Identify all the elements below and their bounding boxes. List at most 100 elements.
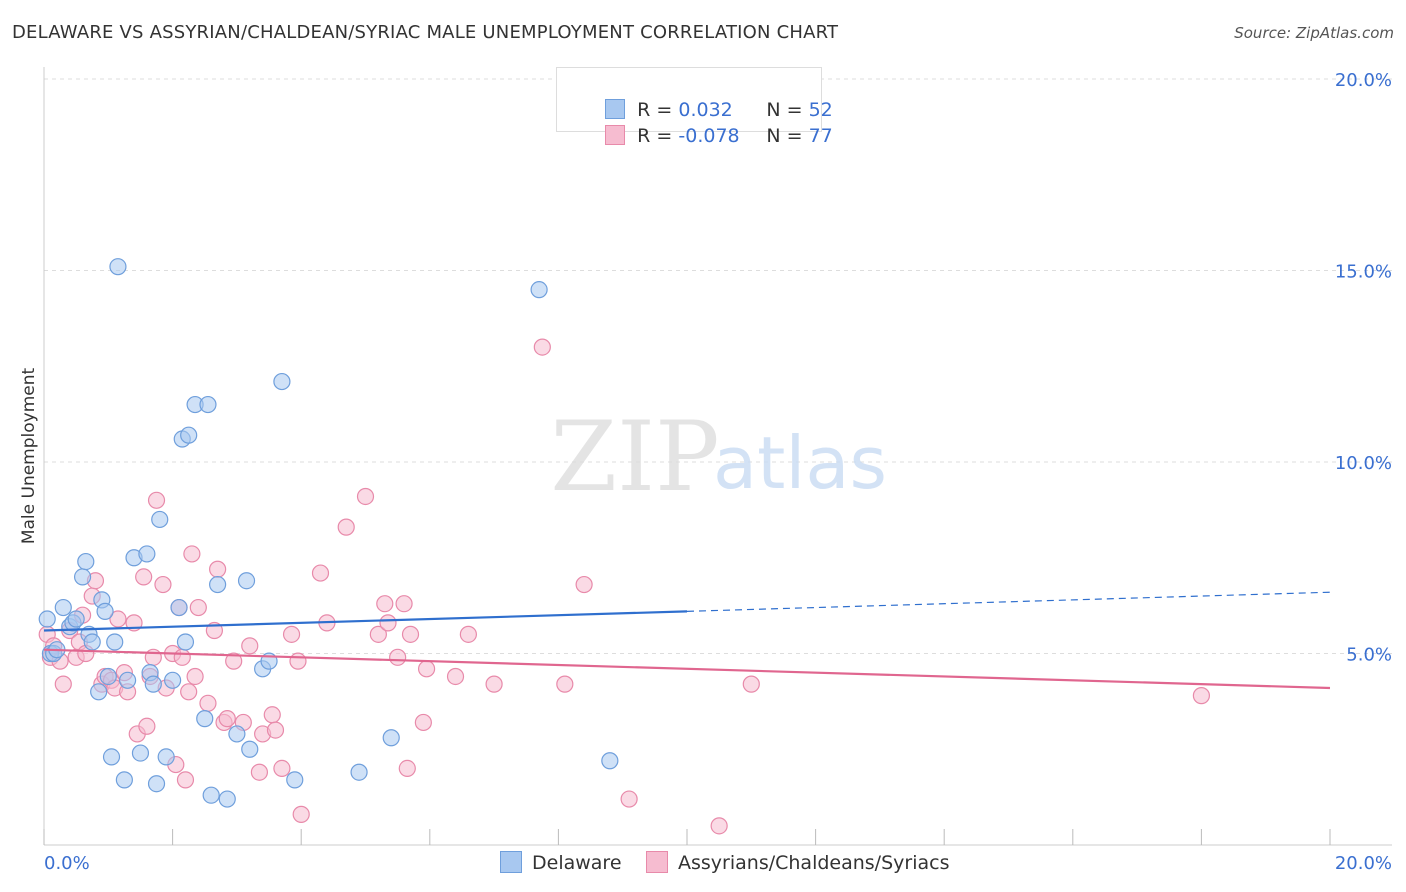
legend-swatch-blue: [500, 851, 522, 873]
data-point: [556, 675, 574, 693]
data-point: [54, 598, 72, 617]
data-point: [38, 610, 56, 628]
data-point: [102, 748, 121, 766]
data-point: [382, 729, 400, 747]
data-point: [356, 487, 375, 506]
data-point: [376, 595, 394, 613]
data-point: [144, 675, 162, 693]
data-point: [389, 648, 407, 666]
data-point: [118, 671, 137, 689]
data-point: [138, 545, 156, 563]
data-point: [90, 683, 108, 701]
data-point: [601, 752, 619, 770]
x-tick-label: 0.0%: [44, 853, 90, 874]
source-label: Source: ZipAtlas.com: [1234, 24, 1394, 42]
data-point: [350, 763, 368, 781]
grid-lines: [44, 78, 1392, 654]
legend-row-assyrians: R = -0.078 N = 77: [581, 103, 833, 147]
x-tick-label: 20.0%: [1335, 853, 1392, 874]
data-point: [109, 610, 127, 628]
data-point: [99, 667, 117, 686]
data-point: [446, 667, 465, 686]
data-point: [530, 281, 548, 299]
legend-swatch-pink: [646, 851, 668, 873]
legend-n-label: N =: [766, 125, 809, 147]
tick-labels: 5.0% 10.0% 15.0% 20.0% 0.0% 20.0%: [44, 70, 1392, 874]
series-delaware-points: [38, 258, 619, 808]
data-point: [73, 568, 92, 586]
data-point: [173, 648, 191, 666]
y-axis-label: Male Unemployment: [19, 367, 39, 544]
trend-lines: [43, 591, 1331, 690]
data-point: [485, 675, 503, 693]
data-point: [183, 545, 201, 563]
data-point: [67, 610, 85, 628]
data-point: [286, 771, 304, 789]
data-point: [414, 713, 432, 732]
y-tick-label: 20.0%: [1335, 70, 1392, 91]
data-point: [369, 625, 387, 643]
y-tick-label: 10.0%: [1335, 453, 1392, 474]
legend-item-delaware: Delaware: [500, 851, 622, 874]
data-point: [202, 786, 220, 804]
data-point: [199, 395, 217, 414]
data-point: [250, 763, 269, 781]
legend-r-label: R =: [637, 125, 679, 147]
data-point: [96, 602, 114, 620]
data-point: [289, 652, 307, 670]
data-point: [241, 740, 259, 758]
data-point: [459, 625, 477, 643]
data-point: [157, 748, 175, 766]
data-point: [263, 706, 281, 724]
data-point: [237, 572, 256, 590]
data-point: [533, 338, 551, 356]
data-point: [337, 518, 355, 536]
legend-swatch-pink: [605, 125, 626, 145]
axes: [43, 67, 1392, 846]
legend-n-label: N =: [766, 99, 809, 121]
data-point: [218, 790, 236, 808]
data-point: [77, 552, 95, 571]
watermark-zip: ZIP: [550, 401, 719, 513]
legend-n-value: 52: [808, 99, 833, 121]
data-point: [209, 560, 227, 578]
legend-row-delaware: R = 0.032 N = 52: [581, 77, 833, 121]
data-point: [186, 667, 204, 686]
data-point: [742, 675, 760, 693]
data-point: [170, 598, 188, 617]
data-point: [164, 671, 182, 689]
data-point: [225, 652, 243, 670]
legend-swatch-blue: [605, 99, 626, 119]
data-point: [266, 721, 285, 739]
legend-label-assyrians: Assyrians/Chaldeans/Syriacs: [678, 852, 950, 874]
data-point: [241, 637, 259, 655]
legend-item-assyrians: Assyrians/Chaldeans/Syriacs: [646, 851, 949, 874]
data-point: [135, 568, 153, 586]
data-point: [417, 660, 436, 678]
data-point: [401, 625, 420, 643]
correlation-legend: R = 0.032 N = 52 R = -0.078 N = 77: [556, 67, 833, 147]
legend-r-value: -0.078: [678, 125, 740, 147]
data-point: [138, 717, 156, 735]
trend-line-delaware-extension: [686, 591, 1331, 612]
data-point: [176, 633, 195, 651]
data-point: [109, 258, 127, 276]
data-point: [311, 564, 330, 582]
trend-line-assyrians: [43, 648, 1331, 690]
data-point: [196, 710, 214, 728]
data-point: [209, 575, 227, 594]
watermark-atlas: atlas: [713, 421, 887, 505]
data-point: [176, 771, 195, 789]
data-point: [228, 725, 246, 743]
data-point: [151, 510, 169, 529]
data-point: [106, 633, 124, 651]
data-point: [147, 775, 166, 793]
legend-n-value: 77: [808, 125, 833, 147]
y-tick-label: 15.0%: [1335, 262, 1392, 283]
data-point: [1192, 687, 1211, 705]
data-point: [379, 614, 397, 632]
data-point: [131, 744, 150, 762]
data-point: [710, 817, 728, 835]
data-point: [115, 771, 133, 789]
